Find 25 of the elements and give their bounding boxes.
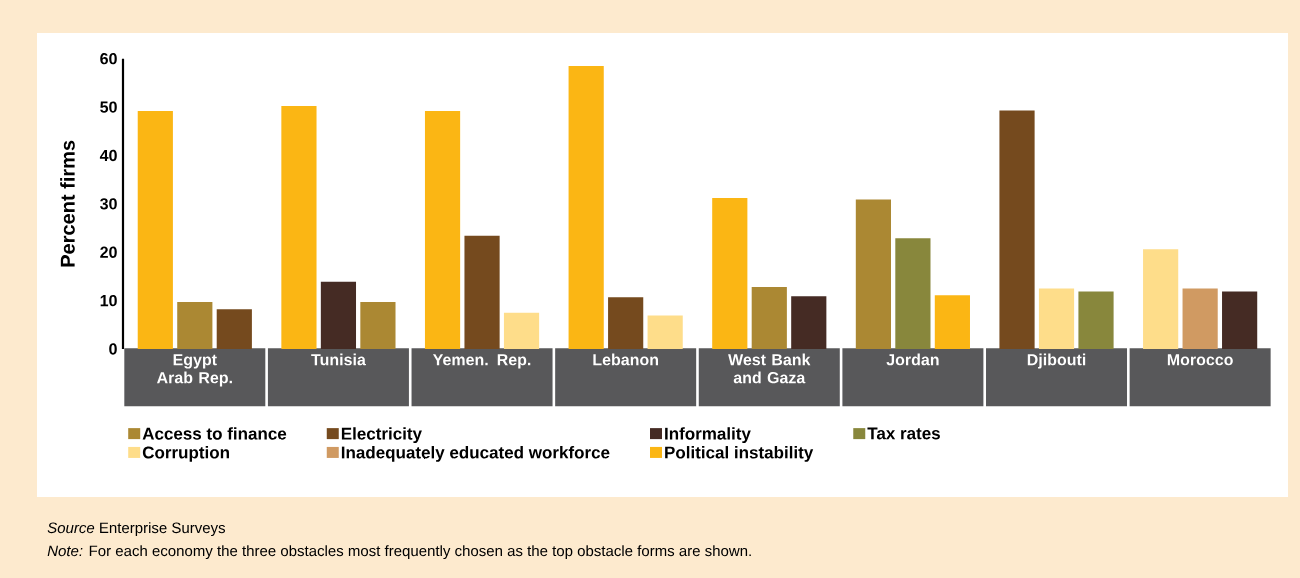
text: Source Enterprise Surveys [47,522,226,537]
x-tick-label: Morocco [1167,354,1233,366]
text: Note: For each economy the three obstacles most frequently chosen as the top obstacle forms are shown. [47,545,751,560]
legend-label: Access to finance [142,427,287,440]
y-tick-label: 20 [100,246,117,258]
x-tick-label: Djibouti [1027,353,1086,369]
legend-label: Tax rates [867,427,940,440]
legend-label: Political instability [665,446,814,462]
x-tick-label: Yemen. Rep. [432,354,531,369]
legend-label: Corruption [142,446,229,462]
y-tick-label: 40 [99,149,117,162]
y-tick-label: 50 [100,101,117,113]
x-tick-label: Tunisia [311,353,366,366]
legend-label: Inadequately educated workforce [341,446,610,462]
y-axis-title: Percent firms [60,140,75,267]
y-tick-label: 30 [100,198,117,210]
x-tick-label: Lebanon [593,353,659,366]
y-tick-label: 0 [109,343,117,355]
y-tick-label: 10 [100,294,117,307]
y-tick-label: 60 [100,53,117,65]
legend-label: Informality [665,427,751,444]
x-tick-label: Egypt Arab Rep. [156,354,232,387]
legend-label: Electricity [341,427,422,444]
x-tick-label: West Bank and Gaza [728,353,811,384]
x-tick-label: Jordan [886,353,939,366]
